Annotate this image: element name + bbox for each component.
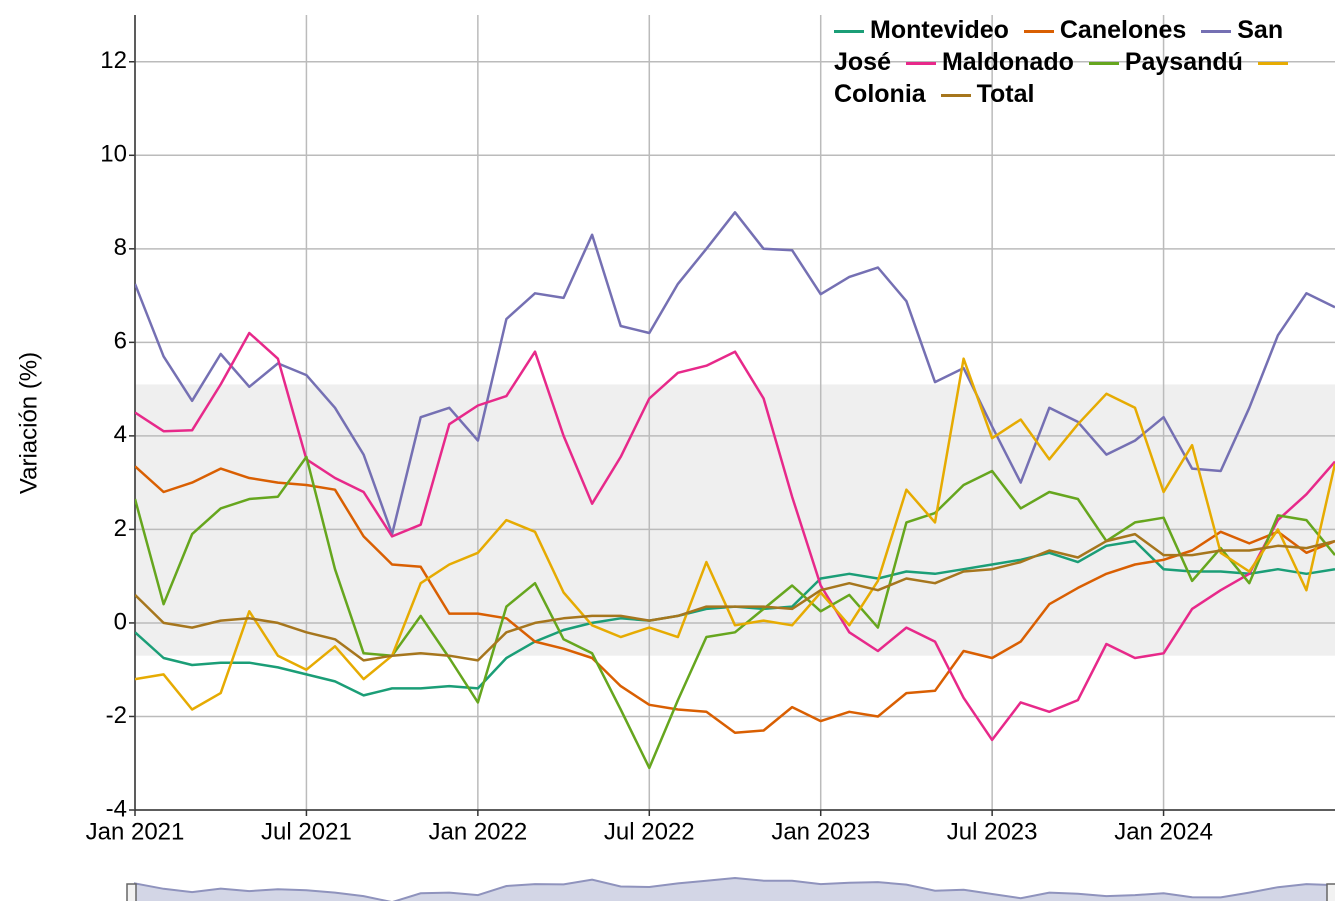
legend-swatch xyxy=(1023,29,1054,33)
x-tick-label: Jul 2021 xyxy=(261,818,352,845)
y-tick-label: 0 xyxy=(114,608,127,635)
y-tick-label: -4 xyxy=(106,795,127,822)
legend-item[interactable]: Paysandú xyxy=(1088,48,1243,76)
y-axis-label: Variación (%) xyxy=(15,352,42,494)
y-tick-label: 8 xyxy=(114,234,127,261)
legend-item[interactable]: Canelones xyxy=(1023,16,1187,44)
x-tick-label: Jul 2022 xyxy=(604,818,695,845)
legend-swatch xyxy=(1088,61,1119,65)
legend-swatch xyxy=(1201,29,1232,33)
series-line xyxy=(135,211,1335,536)
legend-label: Maldonado xyxy=(941,48,1074,76)
navigator-handle xyxy=(1326,883,1335,901)
x-tick-label: Jan 2022 xyxy=(428,818,527,845)
legend-item[interactable]: San José xyxy=(834,16,1283,76)
legend-item[interactable]: Colonia xyxy=(834,48,1294,108)
legend: Montevideo Canelones San José Maldonado … xyxy=(834,14,1314,110)
legend-label: San José xyxy=(834,16,1284,76)
x-tick-label: Jan 2021 xyxy=(86,818,185,845)
y-tick-label: 10 xyxy=(100,141,127,168)
y-tick-label: 2 xyxy=(114,515,127,542)
legend-swatch xyxy=(834,29,864,33)
series-line xyxy=(135,357,1335,711)
band xyxy=(135,384,1335,656)
y-tick-label: 6 xyxy=(114,328,127,355)
legend-label: Paysandú xyxy=(1124,48,1243,76)
y-tick-label: -2 xyxy=(106,702,127,729)
legend-item[interactable]: Montevideo xyxy=(834,16,1009,44)
x-tick-label: Jul 2023 xyxy=(947,818,1038,845)
navigator-area xyxy=(134,876,1335,901)
legend-label: Total xyxy=(976,80,1035,108)
series-line xyxy=(135,465,1335,735)
navigator-handle xyxy=(126,883,137,901)
legend-item[interactable]: Total xyxy=(940,80,1035,108)
legend-swatch xyxy=(940,93,971,97)
series-line xyxy=(135,532,1335,662)
legend-label: Colonia xyxy=(834,80,926,108)
legend-label: Canelones xyxy=(1059,16,1187,44)
series-line xyxy=(135,331,1335,742)
x-tick-label: Jan 2024 xyxy=(1114,818,1213,845)
legend-label: Montevideo xyxy=(870,16,1009,44)
legend-swatch xyxy=(905,61,936,65)
y-tick-label: 12 xyxy=(100,47,127,74)
legend-item[interactable]: Maldonado xyxy=(905,48,1074,76)
series-line xyxy=(135,455,1335,770)
y-tick-label: 4 xyxy=(114,421,127,448)
legend-swatch xyxy=(1257,61,1288,65)
x-tick-label: Jan 2023 xyxy=(771,818,870,845)
